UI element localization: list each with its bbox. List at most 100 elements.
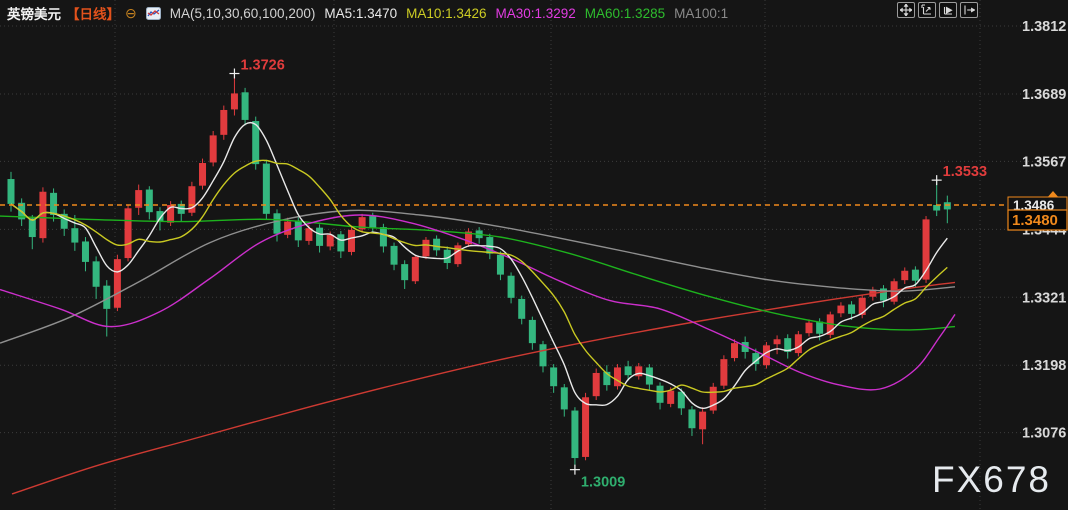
ma10-line [10, 159, 948, 394]
candle-up [709, 386, 717, 411]
line-price-label: 1.3486 [1013, 198, 1055, 213]
candle-up [39, 191, 47, 239]
candle-down [656, 385, 664, 403]
ma10-value: MA10:1.3426 [406, 5, 487, 21]
candle-up [326, 234, 334, 247]
candle-down [273, 213, 281, 234]
candle-down [390, 245, 398, 265]
candle-up [667, 390, 675, 404]
candle-down [677, 391, 685, 409]
candle-down [550, 367, 558, 387]
candle-up [135, 190, 143, 208]
axis-tick-label: 1.3567 [1022, 154, 1066, 170]
candle-down [528, 319, 536, 344]
ma30-line [0, 214, 956, 391]
candle-down [539, 344, 547, 367]
candle-down [486, 237, 494, 254]
axis-tick-label: 1.3812 [1022, 19, 1066, 35]
candle-up [422, 239, 430, 257]
candle-down [60, 213, 68, 229]
candle-up [358, 217, 366, 230]
candle-down [879, 288, 887, 301]
candle-down [603, 371, 611, 386]
candlestick-chart-icon[interactable] [145, 6, 161, 20]
candle-down [71, 228, 79, 243]
ma-overlays [0, 121, 956, 495]
candle-down [369, 216, 377, 228]
ma30-value: MA30:1.3292 [495, 5, 576, 21]
candle-down [433, 238, 441, 251]
candle-up [922, 219, 930, 280]
candlesticks [7, 73, 951, 470]
candle-down [816, 321, 824, 334]
candle-up [465, 231, 473, 245]
candle-up [454, 245, 462, 265]
extreme-marker: 1.3009 [569, 464, 625, 491]
crosshair-tool-button[interactable] [897, 2, 915, 18]
ma5-value: MA5:1.3470 [324, 5, 398, 21]
pan-right-tool-button[interactable] [960, 2, 978, 18]
candle-up [284, 221, 292, 235]
candle-down [7, 179, 15, 204]
axis-tick-label: 1.3321 [1022, 290, 1066, 306]
candle-down [507, 275, 515, 298]
candle-down [156, 211, 164, 222]
extreme-marker: 1.3533 [931, 164, 987, 186]
candle-down [911, 269, 919, 281]
candle-up [113, 259, 121, 308]
goto-latest-icon [943, 6, 953, 15]
candle-up [858, 297, 866, 315]
candle-up [613, 367, 621, 387]
candle-down [784, 338, 792, 352]
candle-down [560, 387, 568, 410]
candle-up [582, 397, 590, 457]
candle-up [635, 366, 643, 377]
candle-down [443, 249, 451, 264]
low-price-annotation: 1.3009 [581, 475, 625, 491]
crosshair-icon [900, 4, 912, 16]
candle-down [624, 366, 632, 376]
candle-down [81, 241, 89, 262]
ma-group-label: MA(5,10,30,60,100,200) [169, 5, 316, 21]
candle-up [167, 205, 175, 223]
candle-up [199, 163, 207, 186]
candle-down [252, 121, 260, 165]
pan-right-icon [964, 5, 975, 15]
timeframe-label: 【日线】 [66, 7, 120, 22]
candle-down [752, 353, 760, 365]
axis-tick-label: 1.3076 [1022, 426, 1066, 442]
candle-up [773, 339, 781, 345]
candle-down [401, 264, 409, 281]
fit-scale-tool-button[interactable] [918, 2, 936, 18]
axis-tick-label: 1.3689 [1022, 87, 1066, 103]
candle-down [241, 92, 249, 120]
chart-header: 英镑美元 【日线】 ⊖ MA(5,10,30,60,100,200) MA5:1… [7, 3, 728, 23]
candle-up [124, 208, 132, 259]
candle-up [805, 322, 813, 334]
candle-up [220, 109, 228, 135]
candle-up [826, 314, 834, 335]
candle-down [496, 254, 504, 275]
collapse-icon[interactable]: ⊖ [125, 4, 137, 21]
high-price-annotation: 1.3726 [240, 58, 284, 74]
ma100-value: MA100:1 [674, 5, 729, 21]
candle-down [103, 285, 111, 309]
ma200-line [11, 281, 956, 495]
candle-down [28, 218, 36, 238]
candle-up [762, 345, 770, 366]
goto-latest-tool-button[interactable] [939, 2, 957, 18]
candle-up [188, 186, 196, 213]
candle-up [794, 334, 802, 354]
chart-toolbar [897, 2, 978, 18]
candle-up [592, 372, 600, 397]
symbol-name: 英镑美元 [7, 7, 61, 22]
last-price-label-box [1007, 209, 1068, 231]
candle-up [347, 229, 355, 252]
candle-up [411, 256, 419, 282]
candle-up [305, 228, 313, 241]
candle-down [337, 234, 345, 252]
